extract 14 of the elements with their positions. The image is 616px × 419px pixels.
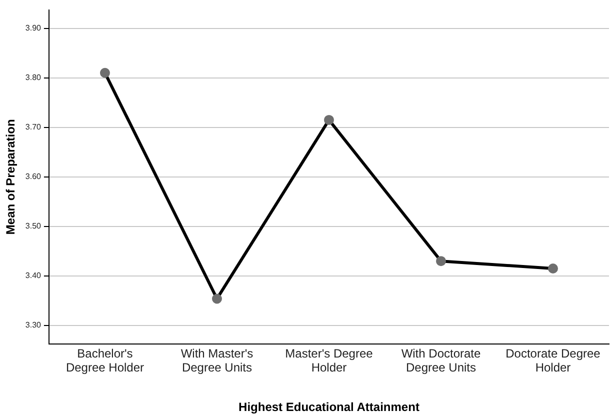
x-tick-label: With Master's Degree Units [180,346,254,375]
y-tick-label: 3.30 [25,320,42,330]
x-tick-label: Doctorate Degree Holder [506,346,601,375]
y-tick-label: 3.40 [25,271,42,280]
x-axis-title: Highest Educational Attainment [238,400,420,414]
x-tick-label: Master's Degree Holder [285,346,374,375]
y-tick-label: 3.80 [25,73,42,82]
y-tick-label: 3.70 [25,122,42,132]
y-tick-label: 3.90 [25,24,42,33]
x-tick-label: Bachelor's Degree Holder [66,346,144,375]
y-tick-label: 3.50 [25,222,42,231]
x-tick-label: With Doctorate Degree Units [401,346,481,375]
y-axis-title: Mean of Preparation [4,119,18,235]
y-tick-label: 3.60 [25,172,42,182]
